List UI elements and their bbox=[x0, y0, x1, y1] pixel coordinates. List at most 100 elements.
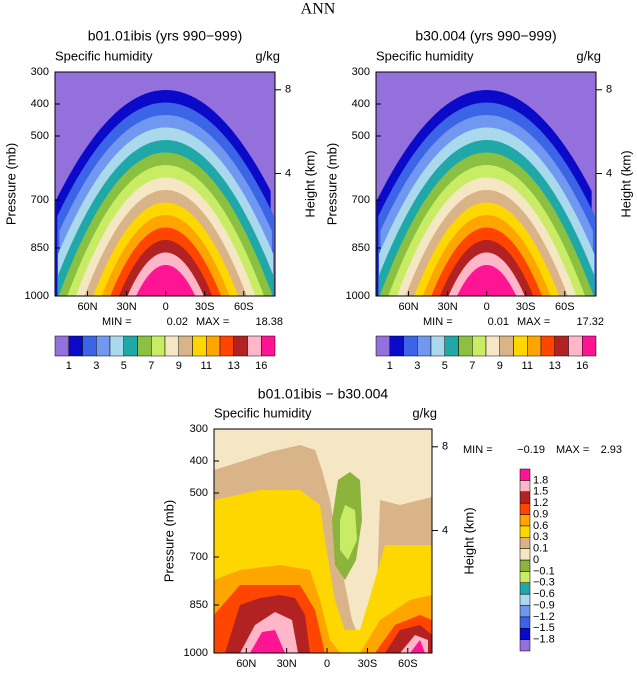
x-tick-label: 0 bbox=[324, 658, 330, 670]
colorbar-label: 9 bbox=[497, 360, 503, 372]
colorbar-label: 5 bbox=[121, 360, 127, 372]
x-tick-label: 30S bbox=[358, 658, 378, 670]
x-tick-label: 30S bbox=[195, 301, 215, 313]
colorbar-box bbox=[519, 502, 531, 515]
colorbar-box bbox=[137, 335, 152, 357]
subtitle-right: g/kg bbox=[576, 48, 601, 63]
y2-axis-label: Height (km) bbox=[618, 150, 633, 217]
y-tick-label: 400 bbox=[190, 455, 208, 467]
x-tick-label: 30N bbox=[438, 301, 458, 313]
y-tick-label: 700 bbox=[31, 194, 49, 206]
colorbar-label: 16 bbox=[576, 360, 588, 372]
colorbar-box bbox=[68, 335, 83, 357]
y-tick-label: 300 bbox=[31, 66, 49, 78]
subtitle-left: Specific humidity bbox=[214, 405, 312, 420]
y2-tick-label: 4 bbox=[606, 167, 612, 179]
colorbar-label: 13 bbox=[549, 360, 561, 372]
contour-fill bbox=[410, 640, 425, 653]
y2-tick-label: 8 bbox=[442, 441, 448, 453]
contour-fill bbox=[340, 505, 357, 560]
colorbar-box bbox=[206, 335, 221, 357]
colorbar-box bbox=[164, 335, 179, 357]
colorbar-box bbox=[403, 335, 418, 357]
colorbar-label: 11 bbox=[201, 360, 212, 372]
colorbar-box bbox=[499, 335, 514, 357]
x-tick-label: 30S bbox=[516, 301, 536, 313]
x-tick-label: 60S bbox=[398, 658, 418, 670]
plot-frame bbox=[213, 428, 433, 654]
colorbar-label: 1.8 bbox=[533, 474, 548, 486]
y-axis-label: Pressure (mb) bbox=[324, 143, 339, 225]
y-tick-label: 500 bbox=[31, 130, 49, 142]
colorbar-label: 3 bbox=[414, 360, 420, 372]
x-tick-label: 60N bbox=[77, 301, 97, 313]
x-tick-label: 0 bbox=[484, 301, 490, 313]
subtitle-right: g/kg bbox=[255, 48, 280, 63]
colorbar-box bbox=[192, 335, 207, 357]
y2-tick-label: 4 bbox=[285, 167, 291, 179]
colorbar-label: 0 bbox=[533, 554, 539, 566]
min-value: 0.01 bbox=[488, 316, 509, 328]
max-value: 18.38 bbox=[255, 316, 283, 328]
x-tick-label: 60S bbox=[234, 301, 254, 313]
subtitle-right: g/kg bbox=[412, 405, 437, 420]
colorbar-label: −0.3 bbox=[533, 577, 555, 589]
colorbar-box bbox=[54, 335, 69, 357]
contour-fill bbox=[136, 265, 196, 296]
colorbar-box bbox=[219, 335, 234, 357]
y-tick-label: 500 bbox=[352, 130, 370, 142]
x-tick-label: 60N bbox=[398, 301, 418, 313]
colorbar-box bbox=[151, 335, 166, 357]
min-value: 0.02 bbox=[167, 316, 188, 328]
colorbar-box bbox=[430, 335, 445, 357]
colorbar-box bbox=[519, 548, 531, 561]
max-label: MAX = bbox=[196, 316, 229, 328]
colorbar-label: 7 bbox=[148, 360, 154, 372]
colorbar-label: 11 bbox=[522, 360, 533, 372]
colorbar-label: 1.2 bbox=[533, 497, 548, 509]
plot-frame bbox=[375, 71, 597, 297]
colorbar-box bbox=[513, 335, 528, 357]
colorbar-box bbox=[519, 514, 531, 527]
colorbar-box bbox=[375, 335, 390, 357]
x-tick-label: 60N bbox=[236, 658, 256, 670]
colorbar-label: 0.6 bbox=[533, 520, 548, 532]
colorbar-box bbox=[96, 335, 111, 357]
y2-tick-label: 8 bbox=[285, 84, 291, 96]
y-tick-label: 850 bbox=[190, 599, 208, 611]
colorbar-box bbox=[519, 571, 531, 583]
x-tick-label: 60S bbox=[555, 301, 575, 313]
colorbar-box bbox=[540, 335, 555, 357]
colorbar-label: 16 bbox=[255, 360, 267, 372]
colorbar-label: 1 bbox=[66, 360, 72, 372]
colorbar-box bbox=[554, 335, 569, 357]
min-label: MIN = bbox=[423, 316, 453, 328]
y-axis-label: Pressure (mb) bbox=[3, 143, 18, 225]
colorbar-label: −1.2 bbox=[533, 611, 555, 623]
y-tick-label: 1000 bbox=[346, 290, 370, 302]
colorbar-label: 5 bbox=[442, 360, 448, 372]
colorbar-label: −1.5 bbox=[533, 622, 555, 634]
y-tick-label: 700 bbox=[352, 194, 370, 206]
y-tick-label: 1000 bbox=[184, 647, 208, 659]
colorbar-label: −1.8 bbox=[533, 634, 555, 646]
colorbar-box bbox=[519, 582, 531, 595]
min-label: MIN = bbox=[463, 444, 493, 456]
colorbar-box bbox=[519, 480, 531, 492]
colorbar-box bbox=[247, 335, 262, 357]
colorbar-box bbox=[527, 335, 542, 357]
contour-fill bbox=[457, 265, 517, 296]
colorbar-box bbox=[472, 335, 487, 357]
colorbar-box bbox=[485, 335, 500, 357]
y2-axis-label: Height (km) bbox=[461, 507, 476, 574]
y-tick-label: 400 bbox=[352, 98, 370, 110]
y-tick-label: 500 bbox=[190, 487, 208, 499]
colorbar-label: −0.6 bbox=[533, 588, 555, 600]
page-title: ANN bbox=[301, 1, 336, 18]
max-value: 2.93 bbox=[601, 444, 622, 456]
max-label: MAX = bbox=[556, 444, 589, 456]
subtitle-left: Specific humidity bbox=[376, 48, 474, 63]
colorbar-box bbox=[233, 335, 248, 357]
colorbar-box bbox=[458, 335, 473, 357]
